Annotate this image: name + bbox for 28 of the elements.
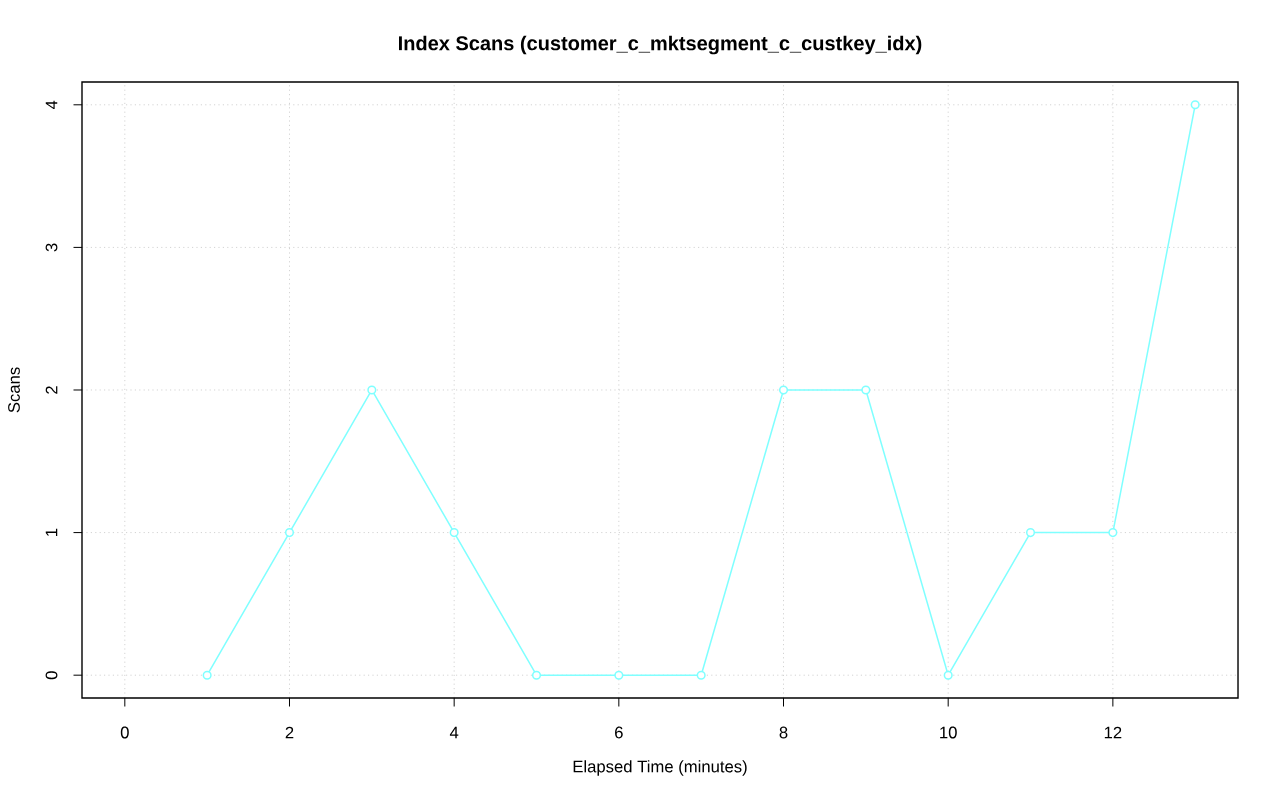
x-tick-label: 8 (779, 726, 788, 739)
y-tick-label: 4 (45, 100, 58, 110)
point (367, 385, 377, 395)
x-axis-title: Elapsed Time (minutes) (573, 760, 747, 776)
y-tick-label: 0 (45, 671, 58, 680)
y-tick-label: 1 (45, 528, 58, 536)
point (449, 528, 459, 538)
x-tick-label: 0 (120, 726, 129, 739)
point (943, 670, 953, 680)
y-tick-label: 3 (45, 243, 58, 252)
x-tick-label: 4 (449, 726, 459, 739)
point (1025, 528, 1036, 538)
point (1108, 528, 1118, 538)
point (284, 528, 295, 538)
chart-title: Index Scans (customer_c_mktsegment_c_custkey_idx) (399, 35, 922, 55)
y-axis-title: Scans (8, 367, 20, 413)
x-tick-label: 10 (940, 726, 957, 739)
x-tick-label: 12 (1104, 726, 1122, 739)
point (861, 385, 871, 395)
point (1190, 100, 1200, 110)
point (696, 670, 706, 680)
x-tick-label: 2 (285, 726, 294, 739)
point (531, 670, 542, 680)
y-tick-label: 2 (45, 386, 58, 394)
point (202, 670, 212, 680)
x-tick-label: 6 (615, 726, 623, 739)
point (778, 385, 789, 395)
point (614, 670, 624, 680)
